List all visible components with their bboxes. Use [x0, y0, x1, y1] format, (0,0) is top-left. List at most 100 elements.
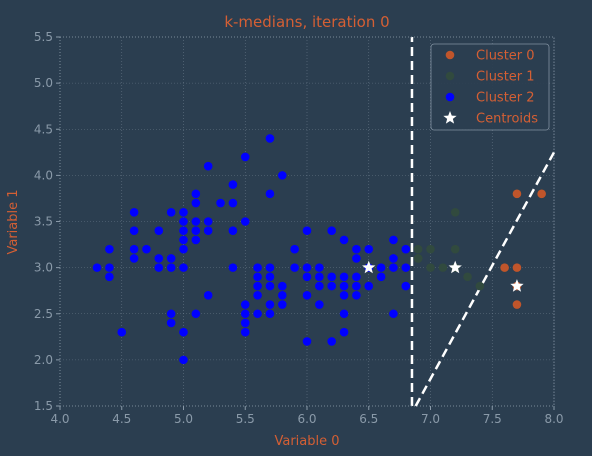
cluster-2-point — [204, 291, 213, 300]
cluster-2-point — [117, 328, 126, 337]
cluster-2-point — [130, 254, 139, 263]
cluster-2-point — [352, 273, 361, 282]
x-tick-label: 7.5 — [483, 412, 502, 426]
cluster-2-point — [290, 245, 299, 254]
cluster-0-point — [513, 263, 522, 272]
legend: Cluster 0 Cluster 1 Cluster 2 Centroids — [431, 44, 549, 130]
x-tick-label: 6.5 — [359, 412, 378, 426]
cluster-2-point — [315, 282, 324, 291]
cluster-2-point — [155, 226, 164, 235]
cluster-2-point — [303, 291, 312, 300]
cluster-2-point — [241, 217, 250, 226]
cluster-2-point — [241, 328, 250, 337]
cluster-2-point — [167, 254, 176, 263]
cluster-2-point — [402, 263, 411, 272]
cluster-2-point — [253, 309, 262, 318]
cluster-1-point — [439, 263, 448, 272]
cluster-2-point — [179, 328, 188, 337]
cluster-2-point — [179, 236, 188, 245]
y-axis-label: Variable 1 — [6, 189, 21, 254]
cluster-2-point — [402, 282, 411, 291]
cluster-2-point — [389, 254, 398, 263]
cluster-2-point — [364, 245, 373, 254]
cluster-2-point — [303, 337, 312, 346]
cluster-2-point — [327, 273, 336, 282]
cluster-2-point — [192, 226, 201, 235]
x-tick-label: 6.0 — [297, 412, 316, 426]
cluster-2-point — [216, 199, 225, 208]
cluster-2-point — [192, 309, 201, 318]
cluster-2-point — [229, 199, 238, 208]
y-tick-label: 2.0 — [34, 353, 53, 367]
cluster-2-point — [105, 263, 114, 272]
x-tick-label: 5.0 — [174, 412, 193, 426]
cluster-2-point — [179, 217, 188, 226]
cluster-2-point — [303, 263, 312, 272]
x-tick-label: 7.0 — [421, 412, 440, 426]
cluster-2-point — [327, 282, 336, 291]
cluster-2-point — [204, 226, 213, 235]
cluster-2-point — [340, 236, 349, 245]
cluster-2-point — [155, 263, 164, 272]
cluster-0-point — [500, 263, 509, 272]
cluster-2-point — [340, 291, 349, 300]
cluster-2-point — [229, 263, 238, 272]
chart-title: k-medians, iteration 0 — [224, 13, 389, 31]
cluster-1-point — [414, 245, 423, 254]
cluster-2-point — [389, 309, 398, 318]
cluster-2-point — [340, 328, 349, 337]
cluster-2-point — [192, 199, 201, 208]
cluster-2-point — [167, 309, 176, 318]
y-tick-label: 4.5 — [34, 122, 53, 136]
cluster-2-point — [340, 273, 349, 282]
cluster-2-point — [179, 245, 188, 254]
cluster-2-point — [352, 291, 361, 300]
legend-cluster-0-marker — [446, 51, 455, 60]
cluster-0-point — [513, 300, 522, 309]
cluster-2-point — [389, 263, 398, 272]
cluster-2-point — [241, 153, 250, 162]
cluster-2-point — [303, 226, 312, 235]
cluster-2-point — [167, 319, 176, 328]
cluster-1-point — [451, 245, 460, 254]
cluster-2-point — [266, 263, 275, 272]
x-tick-label: 5.5 — [236, 412, 255, 426]
cluster-2-point — [266, 282, 275, 291]
y-tick-label: 3.5 — [34, 215, 53, 229]
cluster-2-point — [93, 263, 102, 272]
cluster-2-point — [192, 217, 201, 226]
cluster-2-point — [315, 273, 324, 282]
y-tick-label: 4.0 — [34, 168, 53, 182]
cluster-2-point — [278, 291, 287, 300]
legend-cluster-1-label: Cluster 1 — [476, 70, 535, 85]
y-tick-label: 5.0 — [34, 76, 53, 90]
cluster-2-point — [130, 208, 139, 217]
cluster-2-point — [266, 300, 275, 309]
cluster-2-point — [167, 263, 176, 272]
cluster-2-point — [192, 190, 201, 199]
cluster-1-point — [476, 282, 485, 291]
cluster-1-point — [463, 273, 472, 282]
cluster-2-point — [352, 282, 361, 291]
cluster-1-point — [426, 263, 435, 272]
cluster-2-point — [253, 263, 262, 272]
y-tick-label: 1.5 — [34, 399, 53, 413]
cluster-1-point — [451, 208, 460, 217]
cluster-2-point — [253, 291, 262, 300]
cluster-0-point — [513, 190, 522, 199]
cluster-2-point — [266, 309, 275, 318]
cluster-2-point — [377, 273, 386, 282]
legend-cluster-2-label: Cluster 2 — [476, 91, 535, 106]
cluster-2-point — [105, 245, 114, 254]
cluster-2-point — [315, 263, 324, 272]
cluster-2-point — [253, 273, 262, 282]
cluster-2-point — [290, 263, 299, 272]
cluster-2-point — [352, 254, 361, 263]
cluster-2-point — [303, 273, 312, 282]
cluster-2-point — [241, 319, 250, 328]
cluster-2-point — [241, 309, 250, 318]
cluster-2-point — [364, 282, 373, 291]
cluster-2-point — [278, 171, 287, 180]
legend-centroids-label: Centroids — [476, 112, 538, 127]
